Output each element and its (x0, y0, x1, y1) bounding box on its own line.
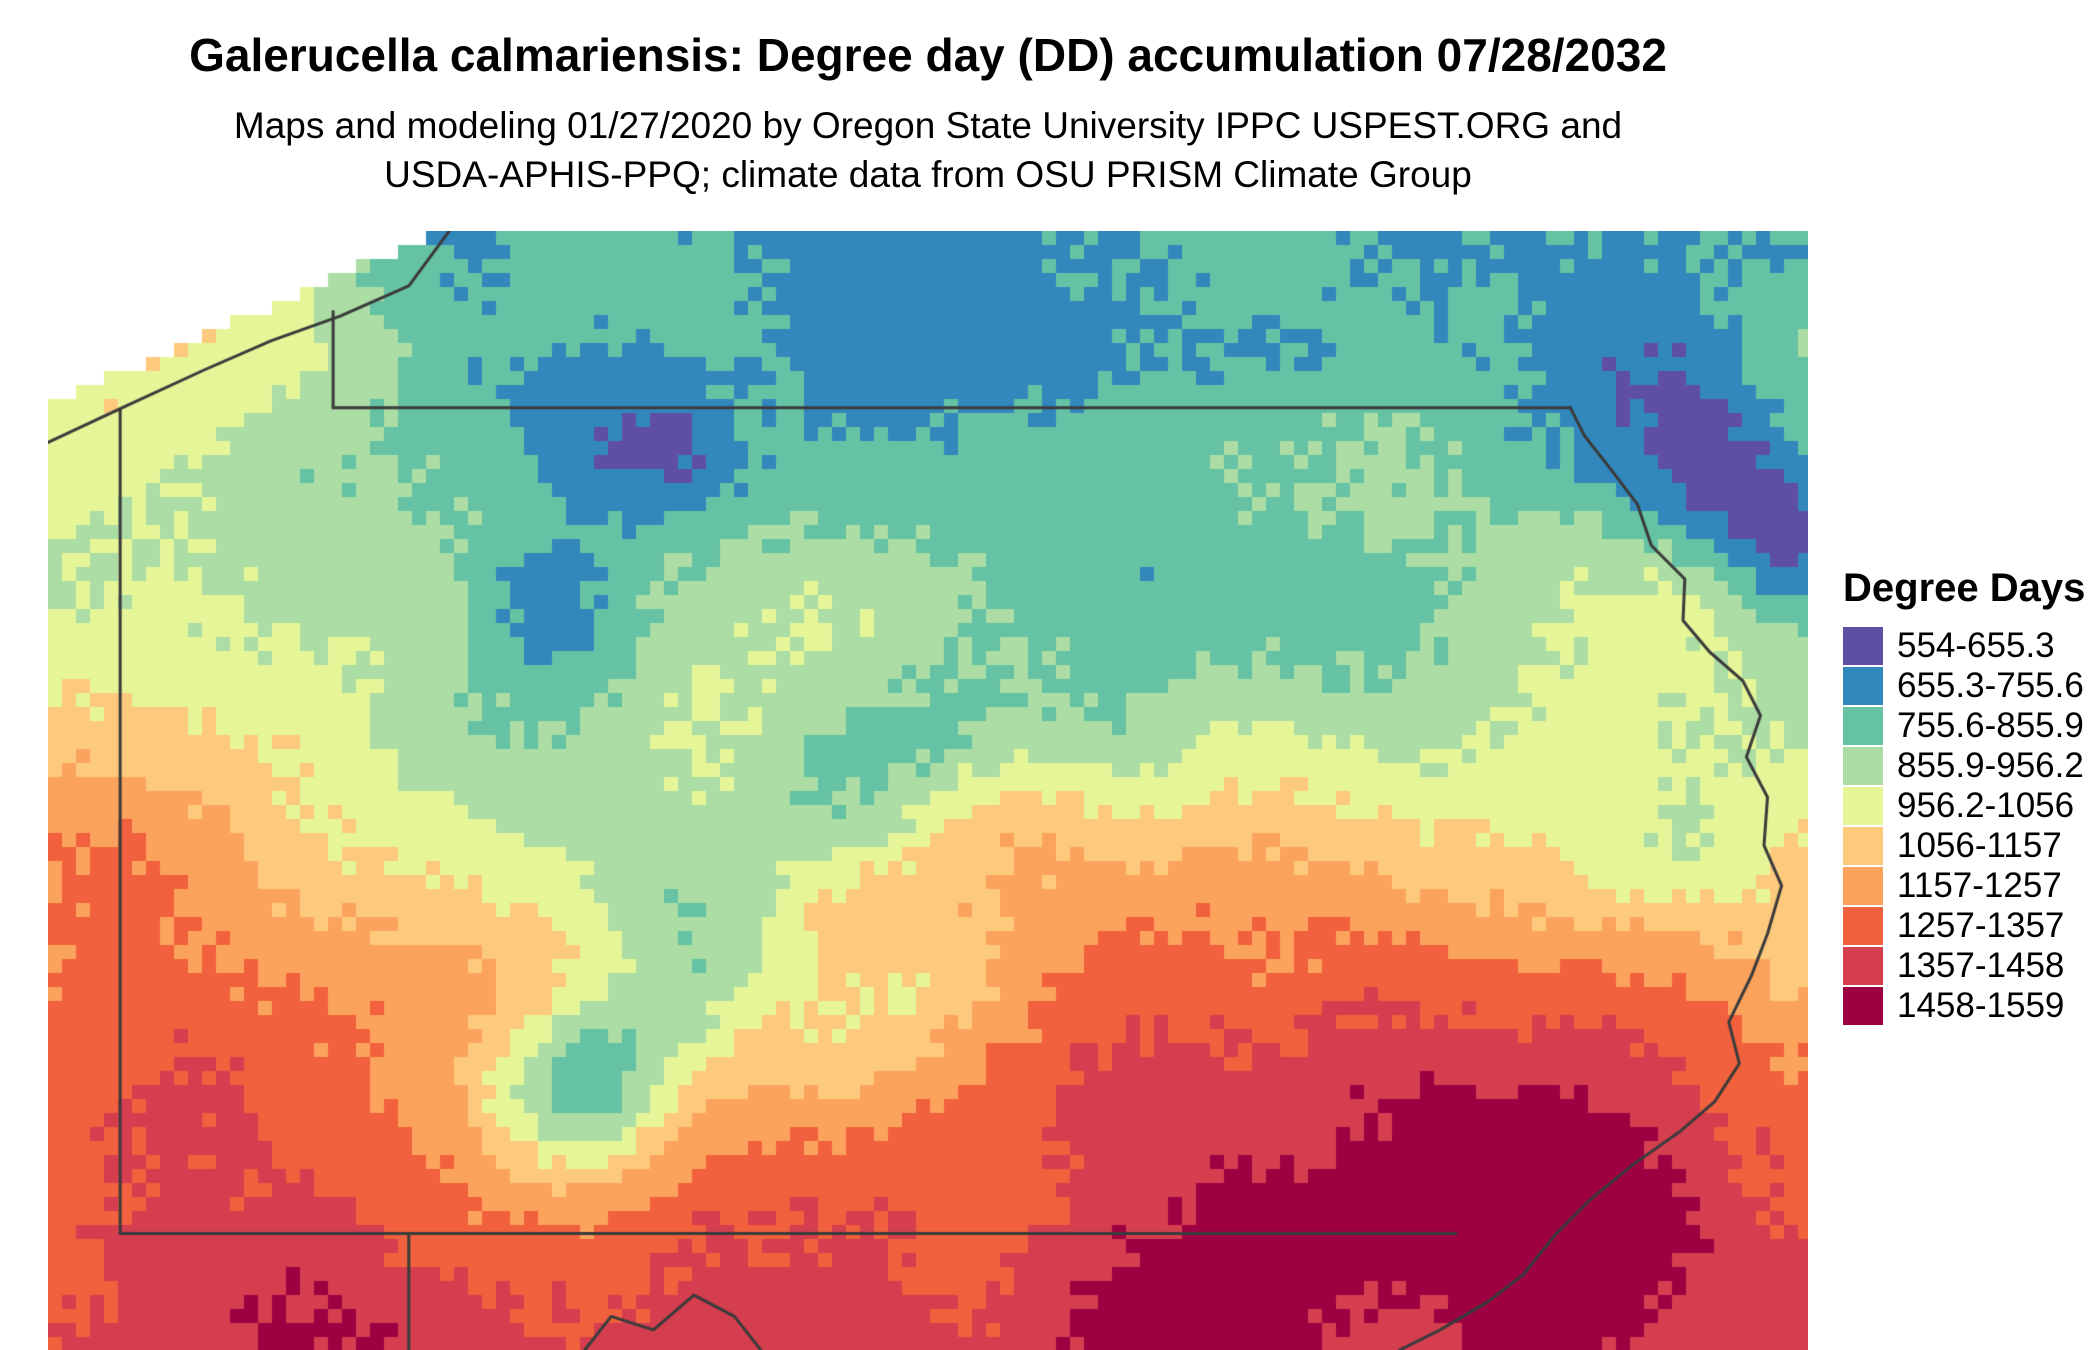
legend: Degree Days 554-655.3 655.3-755.6 755.6-85… (1843, 566, 2099, 1027)
degree-day-map-canvas (48, 231, 1808, 1350)
legend-swatch (1843, 787, 1883, 825)
legend-item: 1257-1357 (1843, 906, 2099, 945)
legend-item: 1357-1458 (1843, 946, 2099, 985)
legend-item: 554-655.3 (1843, 626, 2099, 665)
map-title: Galerucella calmariensis: Degree day (DD… (189, 29, 1667, 81)
legend-item-label: 1056-1157 (1897, 826, 2062, 865)
map-area (48, 231, 1808, 1350)
map-header: Galerucella calmariensis: Degree day (DD… (48, 28, 1808, 200)
legend-swatch (1843, 707, 1883, 745)
legend-item-label: 1157-1257 (1897, 866, 2062, 905)
legend-item: 655.3-755.6 (1843, 666, 2099, 705)
legend-item-label: 1357-1458 (1897, 946, 2065, 985)
legend-item-label: 1257-1357 (1897, 906, 2065, 945)
legend-swatch (1843, 907, 1883, 945)
legend-item-label: 855.9-956.2 (1897, 746, 2084, 785)
legend-swatch (1843, 667, 1883, 705)
legend-item: 1458-1559 (1843, 986, 2099, 1025)
legend-swatch (1843, 947, 1883, 985)
map-subtitle-line2: USDA-APHIS-PPQ; climate data from OSU PR… (384, 153, 1472, 195)
legend-item-label: 755.6-855.9 (1897, 706, 2084, 745)
legend-swatch (1843, 987, 1883, 1025)
legend-items: 554-655.3 655.3-755.6 755.6-855.9 855.9-956… (1843, 626, 2099, 1025)
legend-item: 855.9-956.2 (1843, 746, 2099, 785)
legend-item-label: 956.2-1056 (1897, 786, 2075, 825)
legend-swatch (1843, 627, 1883, 665)
legend-item-label: 655.3-755.6 (1897, 666, 2084, 705)
legend-title: Degree Days (1843, 566, 2086, 610)
legend-item: 1056-1157 (1843, 826, 2099, 865)
legend-item-label: 554-655.3 (1897, 626, 2055, 665)
map-subtitle-line1: Maps and modeling 01/27/2020 by Oregon S… (233, 105, 1623, 146)
legend-swatch (1843, 827, 1883, 865)
legend-swatch (1843, 867, 1883, 905)
legend-item: 755.6-855.9 (1843, 706, 2099, 745)
legend-swatch (1843, 747, 1883, 785)
legend-item: 1157-1257 (1843, 866, 2099, 905)
legend-item: 956.2-1056 (1843, 786, 2099, 825)
legend-item-label: 1458-1559 (1897, 986, 2065, 1025)
